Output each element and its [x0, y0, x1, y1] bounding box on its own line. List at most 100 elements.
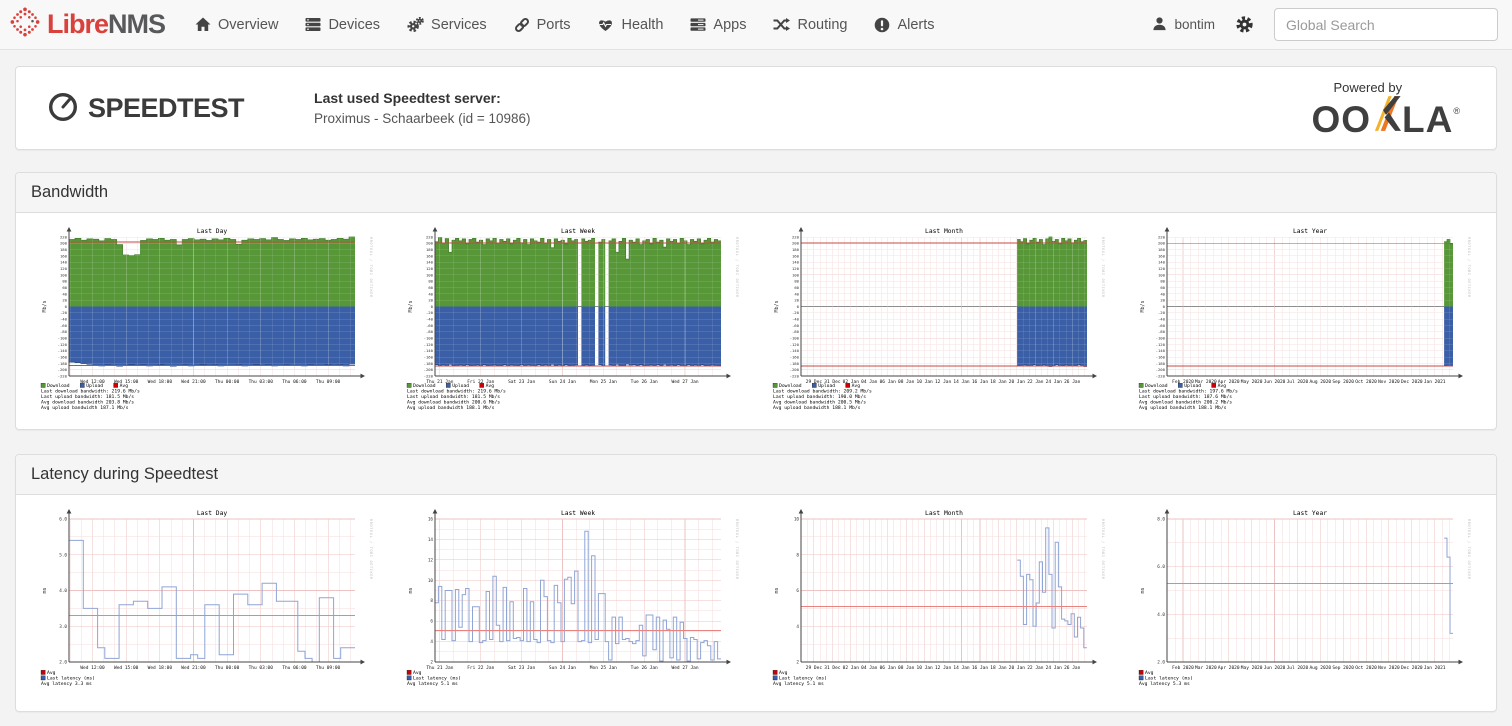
svg-text:-40: -40 [1158, 317, 1166, 322]
nav-item-overview[interactable]: Overview [195, 17, 278, 33]
svg-text:140: 140 [60, 260, 68, 265]
graph-latency-last-month[interactable]: 10 8 6 4 2 Last Month ms RRDTOOL / TOBI OETIKER… [756, 508, 1122, 698]
svg-text:18 Jan: 18 Jan [990, 379, 1007, 385]
svg-text:Thu 21 Jan: Thu 21 Jan [426, 665, 453, 671]
svg-text:Mon 25 Jan: Mon 25 Jan [590, 379, 617, 385]
svg-text:Avg latency 5.1 ms: Avg latency 5.1 ms [407, 681, 458, 687]
nav-item-health[interactable]: Health [597, 17, 663, 33]
svg-text:Aug 2020: Aug 2020 [1309, 665, 1331, 671]
username: bontim [1174, 17, 1215, 32]
svg-text:Tue 26 Jan: Tue 26 Jan [631, 665, 658, 671]
svg-text:Upload: Upload [1184, 383, 1201, 389]
svg-text:Last download bandwidth: 219.6: Last download bandwidth: 219.6 Mb/s [407, 389, 506, 395]
nav-label: Services [431, 16, 487, 33]
svg-text:Avg: Avg [852, 383, 861, 389]
nav-item-services[interactable]: Services [407, 16, 487, 33]
svg-text:Avg upload bandwidth 188.1 Mb/: Avg upload bandwidth 188.1 Mb/s [1139, 405, 1227, 411]
svg-text:-120: -120 [1156, 342, 1166, 347]
svg-text:-220: -220 [790, 373, 800, 378]
graph-bandwidth-last-week[interactable]: -220 -200 -180 -160 -140 -120 -100 -80 -60 -40 -20… [390, 226, 756, 416]
link-icon [514, 17, 530, 33]
svg-text:Last upload bandwidth: 187.6 M: Last upload bandwidth: 187.6 Mb/s [1139, 394, 1232, 400]
svg-text:220: 220 [60, 234, 68, 239]
graph-latency-last-day[interactable]: 6.0 5.0 4.0 3.0 2.0 Last Day ms RRDTOOL / TOBI … [24, 508, 390, 698]
svg-text:2: 2 [430, 660, 433, 666]
svg-text:8.0: 8.0 [1157, 517, 1165, 523]
librenms-logo[interactable]: LibreNMS [10, 7, 166, 42]
svg-text:Avg download bandwidth 200.2 M: Avg download bandwidth 200.2 Mb/s [1139, 400, 1232, 406]
svg-text:Thu 06:00: Thu 06:00 [282, 379, 307, 385]
svg-text:-60: -60 [1158, 323, 1166, 328]
svg-text:Mon 25 Jan: Mon 25 Jan [590, 665, 617, 671]
svg-text:Thu 03:00: Thu 03:00 [249, 379, 274, 385]
nav-item-apps[interactable]: Apps [690, 17, 746, 33]
svg-text:Thu 06:00: Thu 06:00 [282, 665, 307, 671]
svg-text:26 Jan: 26 Jan [1064, 379, 1081, 385]
settings-gear-button[interactable] [1235, 15, 1254, 34]
svg-text:12 Jan: 12 Jan [935, 665, 952, 671]
svg-text:Wed 12:00: Wed 12:00 [80, 665, 105, 671]
svg-text:Avg download bandwidth 203.8 M: Avg download bandwidth 203.8 Mb/s [41, 400, 134, 406]
svg-text:29 Dec: 29 Dec [806, 379, 823, 385]
global-search-input[interactable] [1274, 8, 1498, 41]
svg-text:8: 8 [796, 552, 799, 558]
svg-text:120: 120 [1158, 266, 1166, 271]
svg-text:-100: -100 [790, 335, 800, 340]
svg-text:Avg download bandwidth 200.6 M: Avg download bandwidth 200.6 Mb/s [407, 400, 500, 406]
svg-text:16 Jan: 16 Jan [972, 379, 989, 385]
svg-text:Wed 27 Jan: Wed 27 Jan [671, 379, 698, 385]
graph-latency-last-week[interactable]: 16 14 12 10 8 6 4 2 Last Week ms RRDTOOL / TOBI OE… [390, 508, 756, 698]
svg-text:Feb 2020: Feb 2020 [1172, 379, 1194, 385]
svg-text:02 Jan: 02 Jan [843, 665, 860, 671]
svg-text:14: 14 [428, 537, 434, 543]
svg-text:-100: -100 [58, 335, 68, 340]
graph-bandwidth-last-month[interactable]: -220 -200 -180 -160 -140 -120 -100 -80 -60 -40 -20… [756, 226, 1122, 416]
svg-text:-120: -120 [790, 342, 800, 347]
svg-text:14 Jan: 14 Jan [953, 665, 970, 671]
svg-text:26 Jan: 26 Jan [1064, 665, 1081, 671]
nav-label: Apps [713, 16, 747, 33]
svg-text:10 Jan: 10 Jan [916, 665, 933, 671]
user-menu[interactable]: bontim [1152, 16, 1215, 34]
latency-panel: Latency during Speedtest 6.0 5.0 4.0 3.0 2.0… [15, 454, 1497, 712]
user-icon [1152, 16, 1167, 34]
svg-text:-40: -40 [60, 317, 68, 322]
svg-text:120: 120 [792, 266, 800, 271]
nav-item-ports[interactable]: Ports [514, 16, 571, 33]
svg-text:-200: -200 [424, 367, 434, 372]
svg-text:-80: -80 [1158, 329, 1166, 334]
svg-text:-160: -160 [1156, 354, 1166, 359]
svg-text:Thu 00:00: Thu 00:00 [215, 379, 240, 385]
svg-text:Wed 15:00: Wed 15:00 [114, 379, 139, 385]
heartbeat-icon [597, 17, 614, 32]
svg-text:0: 0 [65, 304, 68, 309]
svg-text:31 Dec: 31 Dec [824, 665, 841, 671]
rrd-graph-image: -220-200-180-160-140-120-100-80-60-40-20… [405, 226, 741, 416]
svg-text:-80: -80 [426, 329, 434, 334]
graph-bandwidth-last-year[interactable]: -220 -200 -180 -160 -140 -120 -100 -80 -60 -40 -20… [1122, 226, 1488, 416]
svg-text:-80: -80 [60, 329, 68, 334]
svg-text:Jun 2020: Jun 2020 [1264, 379, 1286, 385]
svg-text:Fri 22 Jan: Fri 22 Jan [467, 379, 494, 385]
nav-item-alerts[interactable]: Alerts [874, 17, 935, 33]
svg-text:Jan 2021: Jan 2021 [1424, 665, 1446, 671]
graph-latency-last-year[interactable]: 8.0 6.0 4.0 2.0 Last Year ms RRDTOOL / TOBI OE… [1122, 508, 1488, 698]
svg-text:Download: Download [1145, 383, 1168, 389]
speedtest-logo: SPEEDTEST [46, 89, 245, 128]
svg-text:Sat 23 Jan: Sat 23 Jan [508, 665, 535, 671]
brand-text: LibreNMS [47, 9, 166, 39]
apps-icon [690, 17, 706, 32]
rrd-graph-image: -220-200-180-160-140-120-100-80-60-40-20… [1137, 226, 1473, 416]
nav-item-devices[interactable]: Devices [305, 17, 380, 33]
svg-text:RRDTOOL / TOBI OETIKER: RRDTOOL / TOBI OETIKER [1101, 519, 1105, 580]
nav-item-routing[interactable]: Routing [773, 17, 847, 33]
last-used-server-label: Last used Speedtest server: [314, 90, 501, 106]
svg-text:Last latency (ms): Last latency (ms) [779, 676, 827, 682]
svg-text:80: 80 [62, 279, 67, 284]
nav-label: Ports [536, 16, 571, 33]
svg-text:-200: -200 [58, 367, 68, 372]
graph-bandwidth-last-day[interactable]: -220 -200 -180 -160 -140 -120 -100 -80 -60 -40 -20… [24, 226, 390, 416]
rrd-graph-image: 10 8 6 4 2 Last Month ms RRDTOOL / TOBI OETIKER… [771, 508, 1107, 698]
svg-text:Mb/s: Mb/s [1140, 300, 1146, 312]
svg-text:Avg: Avg [779, 670, 788, 676]
